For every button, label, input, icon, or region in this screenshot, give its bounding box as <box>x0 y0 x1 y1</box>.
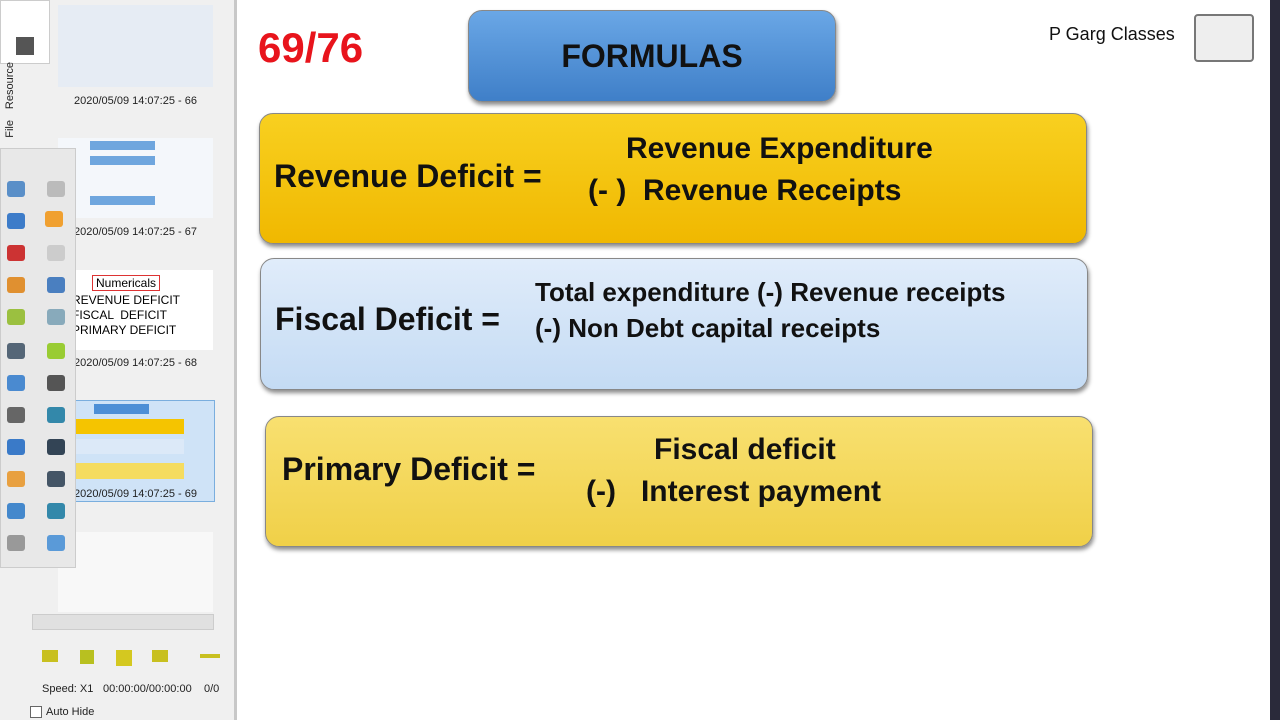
formula-box: Primary Deficit = Fiscal deficit (-) Int… <box>265 416 1093 547</box>
auto-hide-label[interactable]: Auto Hide <box>46 706 95 718</box>
thumbnail[interactable] <box>58 138 213 218</box>
formula-line: (-) Interest payment <box>586 475 882 508</box>
scrollbar[interactable] <box>32 614 214 630</box>
brand: P Garg Classes <box>1049 24 1175 44</box>
formula-label: Revenue Deficit = <box>274 158 542 194</box>
formula-box: Revenue Deficit = Revenue Expenditure (-… <box>259 113 1087 244</box>
formula-line: (-) Non Debt capital receipts <box>535 313 881 343</box>
thumbnail-title: Numericals <box>92 275 161 291</box>
speed-label: Speed: X1 <box>42 683 94 695</box>
player-controls[interactable] <box>42 650 222 666</box>
formula-label: Primary Deficit = <box>282 451 536 487</box>
stop-button[interactable] <box>0 0 50 64</box>
auto-hide-checkbox[interactable] <box>30 706 42 718</box>
resource-tab[interactable]: Resource <box>4 62 16 110</box>
formula-line: Total expenditure (-) Revenue receipts <box>535 277 1006 307</box>
slide: 69/76 FORMULAS P Garg Classes Revenue De… <box>238 0 1270 720</box>
formula-label: Fiscal Deficit = <box>275 301 500 337</box>
thumbnail[interactable] <box>58 5 213 87</box>
thumbnail[interactable]: Numericals REVENUE DEFICIT FISCAL DEFICIT… <box>58 270 213 350</box>
file-tab[interactable]: File <box>4 120 16 138</box>
thumbnail-text: REVENUE DEFICIT FISCAL DEFICIT PRIMARY DEF… <box>72 293 181 337</box>
tool-palette <box>0 148 76 568</box>
time-label: 00:00:00/00:00:00 <box>103 683 192 695</box>
thumbnail-selected[interactable] <box>58 400 215 502</box>
thumbnail-caption: 2020/05/09 14:07:25 - 69 <box>74 488 197 500</box>
formula-box: Fiscal Deficit = Total expenditure (-) R… <box>260 258 1088 390</box>
formula-line: Fiscal deficit <box>654 433 836 466</box>
sidebar: Resource File 2020/05/09 14:07:25 - 66 2… <box>0 0 237 720</box>
window-edge <box>1270 0 1280 720</box>
thumbnail-caption: 2020/05/09 14:07:25 - 68 <box>74 357 197 369</box>
thumbnail[interactable] <box>58 532 213 612</box>
thumbnail-caption: 2020/05/09 14:07:25 - 66 <box>74 95 197 107</box>
count-label: 0/0 <box>204 683 220 695</box>
thumbnail-caption: 2020/05/09 14:07:25 - 67 <box>74 226 197 238</box>
books-icon <box>1194 14 1254 62</box>
formula-line: Revenue Expenditure <box>626 132 933 165</box>
formula-line: (- ) Revenue Receipts <box>588 174 902 207</box>
title-box: FORMULAS <box>468 10 836 102</box>
page-counter: 69/76 <box>258 24 364 71</box>
